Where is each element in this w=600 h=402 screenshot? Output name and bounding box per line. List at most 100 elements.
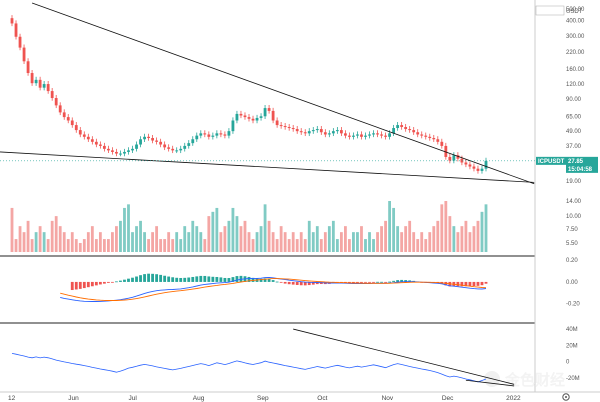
- candle-body: [183, 145, 187, 149]
- volume-bar: [155, 226, 159, 252]
- macd-histogram-bar: [227, 278, 231, 282]
- volume-bar: [412, 232, 416, 252]
- volume-bar: [219, 232, 223, 252]
- volume-series[interactable]: [10, 201, 488, 252]
- volume-bar: [420, 232, 424, 252]
- macd-histogram-bar: [388, 281, 391, 283]
- price-tick-label: 120.00: [566, 82, 585, 88]
- candle-body: [412, 130, 416, 133]
- volume-bar: [127, 204, 130, 252]
- candle-body: [10, 18, 14, 24]
- candle-body: [275, 120, 279, 126]
- candle-body: [199, 133, 203, 136]
- candle-body: [143, 136, 146, 140]
- volume-bar: [195, 226, 199, 252]
- obv-trendline-upper: [293, 328, 515, 385]
- macd-histogram-bar: [183, 277, 187, 282]
- obv-trendline-lower: [465, 379, 515, 387]
- candle-body: [327, 133, 331, 135]
- candle-body: [18, 36, 22, 48]
- volume-bar: [34, 232, 38, 252]
- candle-body: [223, 134, 227, 136]
- candle-body: [50, 91, 54, 99]
- volume-bar: [255, 232, 259, 252]
- volume-bar: [339, 232, 343, 252]
- price-axis[interactable]: 500.00 400.00 300.00 220.00 160.00 120.00 90.0…: [566, 7, 585, 185]
- macd-histogram-bar: [74, 281, 78, 290]
- macd-histogram-bar: [215, 276, 219, 282]
- volume-bar: [187, 232, 191, 252]
- price-tick-label: 400.00: [566, 19, 585, 25]
- volume-bar: [90, 226, 94, 252]
- macd-histogram-bar: [380, 281, 383, 283]
- volume-bar: [171, 239, 175, 252]
- macd-axis[interactable]: 0.20 0.00 -0.20: [566, 258, 580, 308]
- candle-body: [70, 120, 74, 126]
- price-badge: [566, 156, 598, 173]
- volume-bar: [14, 239, 18, 252]
- candle-body: [348, 135, 351, 137]
- volume-bar: [388, 201, 391, 252]
- candle-body: [368, 134, 371, 136]
- macd-histogram-bar: [392, 280, 396, 282]
- date-label: 12: [8, 395, 16, 402]
- candle-body: [315, 129, 319, 131]
- volume-bar: [175, 232, 179, 252]
- macd-histogram-bar: [460, 281, 464, 287]
- volume-bar: [38, 226, 42, 252]
- volume-bar: [452, 226, 456, 252]
- candle-body: [396, 125, 400, 129]
- watermark-text: 金色财经: [504, 371, 565, 389]
- candle-body: [235, 113, 239, 121]
- volume-bar: [460, 226, 464, 252]
- candle-body: [384, 135, 387, 137]
- trendlines[interactable]: [0, 2, 535, 387]
- volume-bar: [384, 220, 387, 252]
- macd-histogram-bar: [94, 281, 98, 286]
- volume-bar: [331, 220, 335, 252]
- volume-bar: [456, 232, 460, 252]
- date-label: 2022: [506, 395, 521, 402]
- candle-body: [151, 138, 154, 141]
- gear-icon[interactable]: [562, 393, 570, 401]
- volume-bar: [327, 226, 331, 252]
- candle-body: [30, 73, 34, 84]
- volume-bar: [235, 216, 239, 252]
- volume-bar: [70, 232, 74, 252]
- volume-bar: [42, 232, 46, 252]
- volume-tick-label: 14.00: [566, 199, 582, 205]
- candle-body: [452, 155, 456, 161]
- candle-body: [203, 133, 207, 135]
- candle-body: [456, 155, 460, 159]
- trendline-lower: [0, 151, 535, 183]
- macd-histogram-bar: [163, 275, 167, 282]
- candle-body: [404, 127, 408, 130]
- macd-histogram-bar: [259, 278, 263, 282]
- candle-body: [86, 136, 90, 140]
- macd-histogram-bar: [119, 280, 122, 282]
- candle-body: [400, 125, 404, 128]
- volume-bar: [211, 211, 215, 252]
- volume-bar: [315, 226, 319, 252]
- candlestick-series[interactable]: [10, 15, 488, 174]
- date-label: Nov: [382, 395, 394, 402]
- volume-bar: [167, 232, 171, 252]
- time-axis[interactable]: 12 Jun Jul Aug Sep Oct Nov Dec 2022: [8, 395, 521, 402]
- volume-tick-label: 10.00: [566, 214, 582, 220]
- symbol-badge-text: ICPUSDT: [538, 159, 565, 165]
- obv-axis[interactable]: 40M 20M 0 -20M: [566, 327, 580, 382]
- volume-axis[interactable]: 14.00 10.00 7.50 5.50: [566, 199, 582, 247]
- obv-indicator[interactable]: [11, 353, 487, 383]
- candle-body: [380, 134, 383, 136]
- volume-bar: [46, 239, 50, 252]
- candle-body: [135, 144, 138, 149]
- macd-indicator[interactable]: [60, 273, 488, 302]
- volume-bar: [303, 239, 307, 252]
- obv-tick-label: 0: [566, 360, 570, 366]
- candle-body: [42, 84, 46, 88]
- candle-body: [54, 98, 58, 106]
- macd-histogram-bar: [291, 281, 295, 285]
- volume-bar: [287, 239, 291, 252]
- candle-body: [247, 117, 251, 119]
